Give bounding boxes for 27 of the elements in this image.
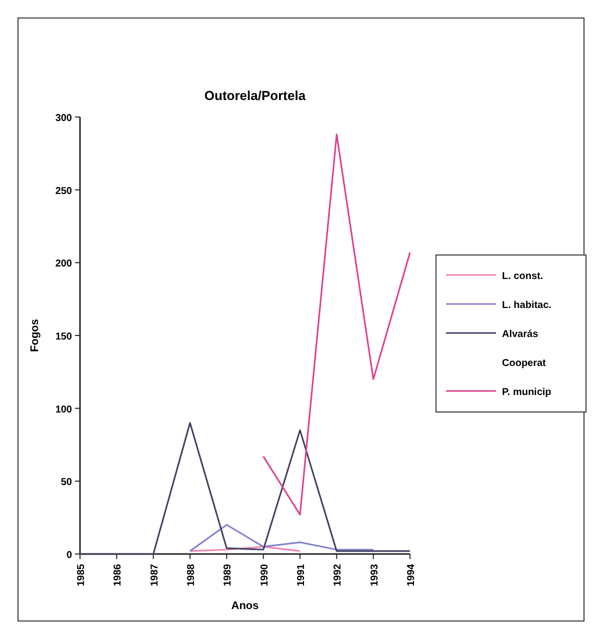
- y-tick-label: 250: [55, 186, 72, 197]
- line-series: [262, 134, 411, 516]
- x-tick-label: 1994: [406, 564, 417, 586]
- legend-label: Alvarás: [502, 329, 539, 340]
- y-tick-label: 300: [55, 113, 72, 124]
- x-tick-label: 1985: [76, 564, 87, 586]
- text: Cooperat: [502, 358, 547, 369]
- x-tick-label: 1987: [149, 564, 160, 586]
- x-tick-label: 1991: [296, 564, 307, 586]
- y-tick-label: 50: [60, 477, 72, 488]
- y-tick-label: 150: [55, 332, 72, 342]
- x-tick-label: 1988: [186, 564, 197, 586]
- x-tick-label: 1989: [222, 564, 234, 586]
- chart-title: Outorela/Portela: [204, 88, 306, 103]
- x-tick-label: 1986: [112, 564, 124, 586]
- x-tick-label: 1992: [332, 564, 344, 586]
- line-series: [189, 524, 374, 552]
- legend-label: P. municip: [502, 387, 552, 398]
- y-tick-label: 200: [55, 258, 72, 270]
- y-axis-title: Fogos: [29, 319, 41, 352]
- x-tick-label: 1993: [369, 564, 380, 586]
- x-axis-title: Anos: [231, 600, 259, 612]
- y-tick-label: 0: [66, 550, 72, 561]
- x-tick-label: 1990: [259, 564, 270, 586]
- legend-label: L. const.: [502, 271, 544, 282]
- y-tick-label: 100: [55, 404, 72, 416]
- legend-label: L. habitac.: [502, 300, 552, 311]
